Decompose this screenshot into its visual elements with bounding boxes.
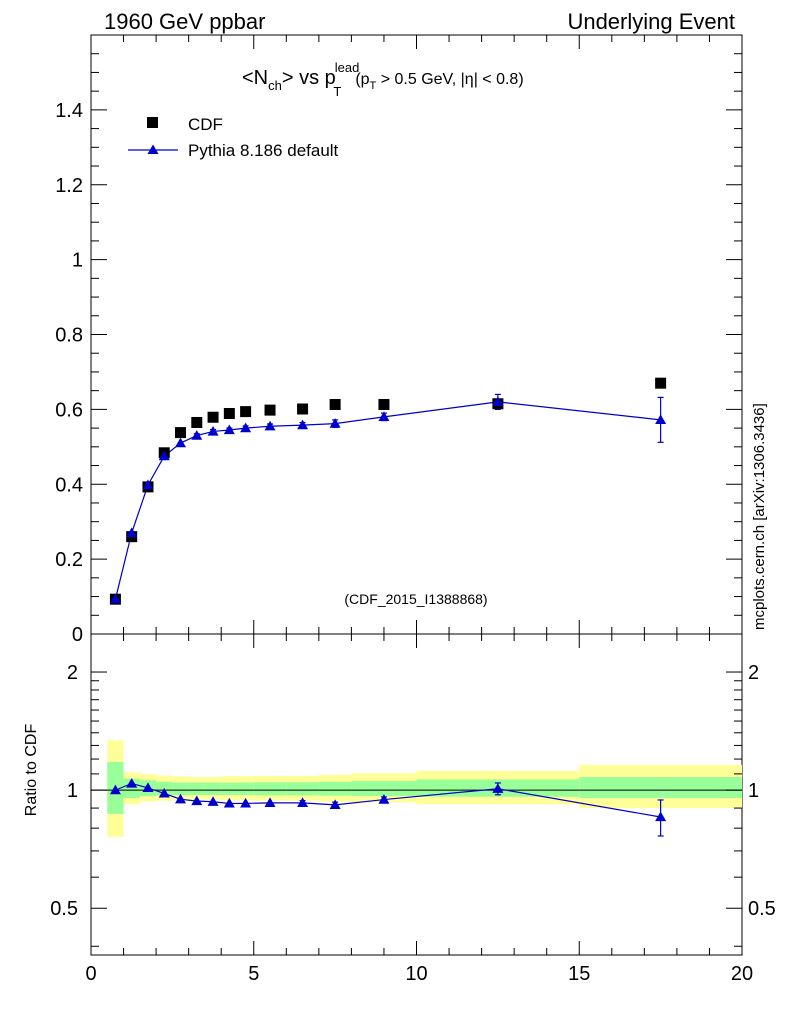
ratio-bands [107,740,742,837]
ratio-band-inner [172,782,189,795]
cdf-point [297,403,309,415]
ratio-y-tick-label-right: 2 [748,662,759,684]
ratio-point [223,797,235,808]
ratio-point [158,787,170,798]
cdf-point [264,404,276,416]
mc-point [264,420,276,431]
legend-mc-label: Pythia 8.186 default [188,141,339,160]
ratio-series [109,777,667,837]
header-right: Underlying Event [567,9,735,34]
title-lead-sub: T [333,84,341,99]
mc-point [655,414,667,424]
x-tick-label: 0 [85,963,96,985]
ratio-point [207,796,219,806]
x-tick-label: 15 [568,963,590,985]
mc-point [223,424,235,435]
cdf-point [207,411,219,423]
title-cut-open: (p [355,71,369,88]
y-tick-label: 0.8 [55,325,83,347]
cdf-point [223,407,235,419]
ratio-band-inner [286,782,319,796]
mc-point [109,593,121,604]
legend-mc-marker [147,144,159,154]
mc-point [175,437,187,448]
title-main-sub: ch [268,78,282,93]
ratio-y-tick-label: 1 [67,780,78,802]
cdf-point [329,399,341,411]
ratio-band-inner [188,782,205,795]
title-main-rest: > vs p [282,67,336,89]
ratio-point [378,794,390,804]
tick-labels: 0 5 10 15 20 0 0.2 0.4 0.6 0.8 1 1.2 1.4 0.5 0.5 1 1 2 2 [50,100,776,985]
ratio-y-tick-label-right: 0.5 [748,898,776,920]
y-tick-label: 1.2 [55,175,83,197]
analysis-id: (CDF_2015_I1388868) [344,591,487,607]
title-main: <N [242,67,268,89]
mc-point [297,419,309,430]
mc-point [240,422,252,433]
ratio-band-inner [253,782,287,796]
ratio-point [492,783,504,793]
ratio-band-inner [318,781,352,796]
ratio-ylabel: Ratio to CDF [23,724,40,817]
legend-cdf-marker [147,117,158,128]
x-tick-label: 20 [731,963,753,985]
mc-point [126,527,138,538]
ratio-band-inner [579,777,742,798]
ratio-y-tick-label: 2 [67,662,78,684]
y-tick-label: 0.6 [55,399,83,421]
mc-point [492,396,504,407]
title-cut-sub: T [370,80,377,92]
ratio-band-inner [351,781,417,797]
cdf-point [240,406,252,418]
ratio-band-inner [221,782,238,795]
plot-title: <Nch> vs plead T(pT > 0.5 GeV, |η| < 0.8) [242,60,524,99]
mc-point [191,430,203,440]
ratio-point [175,793,187,804]
axis-ticks [90,34,743,955]
cdf-point [175,427,187,439]
ratio-y-tick-label: 0.5 [50,898,78,920]
ratio-point [655,811,667,822]
cdf-point [378,399,390,411]
cdf-point [655,377,667,389]
ratio-band-inner [237,782,254,795]
ratio-band-inner [123,778,140,798]
x-tick-label: 5 [248,963,259,985]
legend: CDF Pythia 8.186 default [128,115,339,160]
ratio-band-inner [204,782,222,795]
ratio-point [240,797,252,808]
y-tick-label: 1 [72,250,83,272]
header-left: 1960 GeV ppbar [104,9,265,34]
ratio-y-tick-label-right: 1 [748,780,759,802]
ratio-point [264,797,276,807]
ratio-point [191,795,203,806]
ratio-point [329,799,341,810]
mc-point [378,411,390,421]
y-tick-label: 0.2 [55,549,83,571]
legend-cdf-label: CDF [188,115,223,134]
y-tick-label: 1.4 [55,100,83,122]
ratio-point [126,777,138,788]
ratio-point [297,797,309,807]
mc-point [207,425,219,436]
ratio-point [142,782,154,793]
main-series [109,377,667,605]
watermark: mcplots.cern.ch [arXiv:1306.3436] [751,403,768,630]
mc-point [329,418,341,428]
ratio-point [109,784,121,795]
mc-point [158,450,170,461]
cdf-point [191,416,203,428]
title-cut-rest: > 0.5 GeV, |η| < 0.8) [376,71,523,88]
y-tick-label: 0.4 [55,474,83,496]
y-tick-label: 0 [72,624,83,646]
mc-point [142,479,154,490]
x-tick-label: 10 [405,963,427,985]
title-lead-sup: lead [335,60,360,75]
